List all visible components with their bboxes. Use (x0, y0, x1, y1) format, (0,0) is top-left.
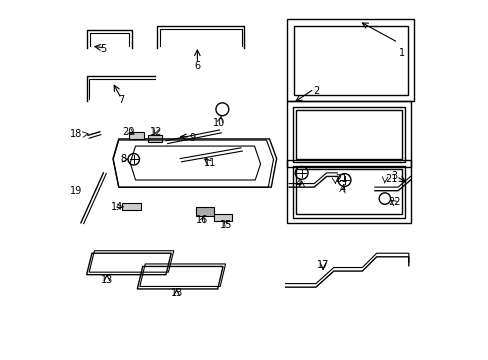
Polygon shape (122, 203, 141, 210)
Text: 22: 22 (387, 197, 400, 207)
Text: 20: 20 (122, 127, 134, 137)
Text: 18: 18 (70, 129, 82, 139)
Text: 13: 13 (101, 275, 113, 285)
Text: 2: 2 (312, 86, 318, 96)
Text: 6: 6 (194, 61, 200, 71)
Text: 21: 21 (385, 174, 397, 184)
Text: 4: 4 (339, 184, 345, 194)
Text: 19: 19 (70, 186, 82, 196)
Text: 8: 8 (121, 154, 126, 164)
Text: 1: 1 (398, 48, 404, 58)
Text: 10: 10 (213, 118, 225, 128)
Text: 13: 13 (170, 288, 183, 298)
Text: 5: 5 (100, 44, 106, 54)
Text: 7: 7 (118, 95, 124, 105)
Polygon shape (148, 135, 162, 143)
Text: 21: 21 (335, 174, 347, 184)
Polygon shape (214, 214, 231, 221)
Polygon shape (196, 207, 214, 216)
Polygon shape (129, 132, 143, 139)
Text: 16: 16 (195, 215, 207, 225)
Text: 12: 12 (149, 127, 162, 137)
Text: 4: 4 (295, 179, 301, 189)
Text: 15: 15 (220, 220, 232, 230)
Text: 9: 9 (189, 133, 195, 143)
Text: 14: 14 (111, 202, 123, 212)
Text: 11: 11 (204, 158, 216, 168)
Text: 17: 17 (316, 260, 328, 270)
Text: 3: 3 (391, 171, 397, 181)
